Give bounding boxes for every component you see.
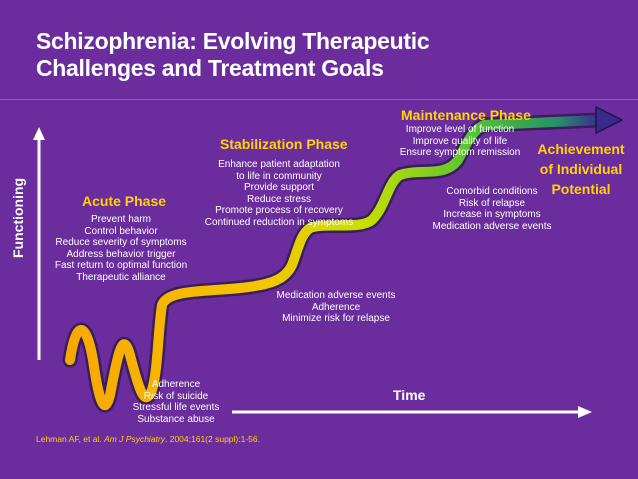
stabilization-goal: Provide support <box>243 182 315 193</box>
maintenance-goal: Improve quality of life <box>412 135 508 147</box>
title-line-2: Challenges and Treatment Goals <box>36 55 384 81</box>
stabilization-goal: Reduce stress <box>247 193 311 205</box>
maintenance-goal: Improve level of function <box>405 124 515 135</box>
maintenance-phase-challenges: Comorbid conditions Risk of relapse Incr… <box>430 186 554 232</box>
maintenance-challenge: Medication adverse events <box>432 220 552 232</box>
stabilization-challenge: Medication adverse events <box>276 290 396 301</box>
maintenance-challenge: Comorbid conditions <box>446 186 538 197</box>
acute-goal: Prevent harm <box>90 214 152 225</box>
maintenance-challenge: Risk of relapse <box>458 197 526 209</box>
achievement-title: Achievement of Individual Potential <box>536 139 626 199</box>
acute-goal: Therapeutic alliance <box>76 271 166 283</box>
maintenance-phase-title: Maintenance Phase <box>401 107 531 123</box>
stabilization-challenge: Minimize risk for relapse <box>282 313 390 324</box>
maintenance-goal: Ensure symptom remission <box>399 147 521 158</box>
x-axis-arrow <box>232 406 592 418</box>
acute-goal: Fast return to optimal function <box>54 260 188 271</box>
acute-challenge: Risk of suicide <box>143 390 209 402</box>
acute-goal: Address behavior trigger <box>66 248 176 260</box>
x-axis-label: Time <box>393 387 426 403</box>
citation-details: . 2004;161(2 suppl):1-56. <box>165 434 260 444</box>
citation-authors: Lehman AF, et al. <box>36 434 102 444</box>
citation: Lehman AF, et al. Am J Psychiatry. 2004;… <box>36 434 260 444</box>
maintenance-phase-goals: Improve level of function Improve qualit… <box>398 124 522 159</box>
acute-challenge: Adherence <box>151 379 201 390</box>
citation-journal: Am J Psychiatry <box>104 434 165 444</box>
stabilization-phase-goals: Enhance patient adaptation to life in co… <box>204 159 354 228</box>
acute-phase-goals: Prevent harm Control behavior Reduce sev… <box>52 214 190 283</box>
stabilization-goal: Enhance patient adaptation <box>218 159 340 170</box>
stabilization-phase-title: Stabilization Phase <box>220 136 348 152</box>
title-divider <box>0 99 638 100</box>
stabilization-challenge: Adherence <box>311 301 361 313</box>
achievement-line: of Individual <box>539 161 623 177</box>
y-axis-arrow <box>33 127 45 360</box>
title-line-1: Schizophrenia: Evolving Therapeutic <box>36 28 430 54</box>
acute-phase-title: Acute Phase <box>82 193 167 209</box>
functioning-curve <box>62 105 624 413</box>
maintenance-challenge: Increase in symptoms <box>443 209 541 220</box>
slide-title: Schizophrenia: Evolving Therapeutic Chal… <box>36 28 430 82</box>
achievement-line: Potential <box>551 181 611 197</box>
stabilization-goal: Continued reduction in symptoms <box>204 216 354 228</box>
acute-challenge: Stressful life events <box>132 402 220 413</box>
y-axis-label: Functioning <box>10 177 26 258</box>
stabilization-goal: to life in community <box>236 170 322 182</box>
curve-arrowhead <box>595 105 624 135</box>
acute-phase-challenges: Adherence Risk of suicide Stressful life… <box>126 379 226 425</box>
acute-challenge: Substance abuse <box>137 413 215 425</box>
acute-goal: Reduce severity of symptoms <box>55 237 187 248</box>
achievement-line: Achievement <box>537 141 625 157</box>
acute-goal: Control behavior <box>84 225 158 237</box>
stabilization-phase-challenges: Medication adverse events Adherence Mini… <box>274 290 398 325</box>
stabilization-goal: Promote process of recovery <box>215 205 343 216</box>
